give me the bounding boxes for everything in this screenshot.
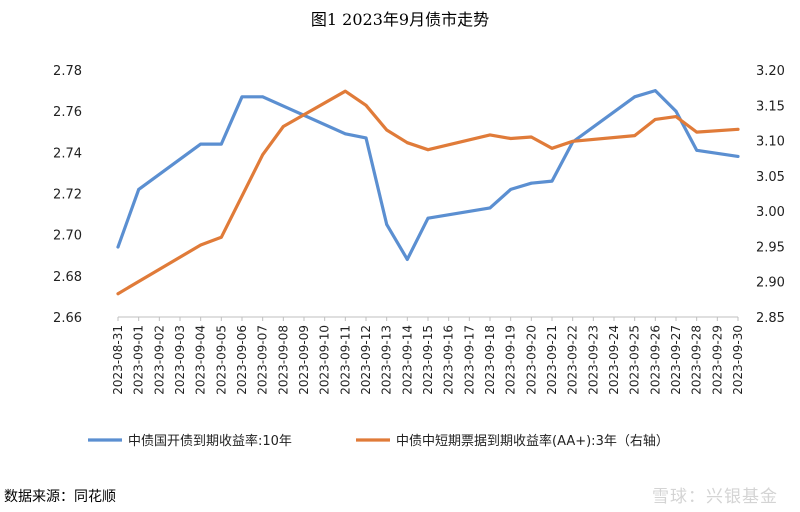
x-tick-label: 2023-09-05 <box>214 325 228 395</box>
series-1-point <box>653 89 657 92</box>
x-tick-label: 2023-09-19 <box>504 325 518 395</box>
series-2-point <box>571 139 575 143</box>
series-1-point <box>343 132 347 136</box>
y-right-tick-label: 3.05 <box>756 170 785 185</box>
x-tick-label: 2023-09-28 <box>690 325 704 395</box>
x-tick-label: 2023-09-27 <box>669 325 683 395</box>
series-1-point <box>736 155 740 158</box>
series-1-point <box>199 142 203 146</box>
series-2-point <box>653 118 657 121</box>
series-2-point <box>116 292 120 296</box>
series-1-point <box>116 245 120 249</box>
x-tick-label: 2023-09-29 <box>710 325 724 395</box>
y-left-tick-label: 2.68 <box>53 270 82 285</box>
series-2-point <box>736 127 740 131</box>
x-tick-label: 2023-09-17 <box>462 325 476 395</box>
series-line-2 <box>116 89 740 296</box>
series-2-point <box>261 153 265 157</box>
series-2-point <box>550 146 554 150</box>
y-left-tick-label: 2.72 <box>53 188 82 203</box>
series-1-point <box>695 148 699 152</box>
legend-label-1: 中债国开债到期收益率:10年 <box>128 433 292 449</box>
series-1-point <box>529 181 533 185</box>
x-tick-label: 2023-09-02 <box>152 325 166 395</box>
series-2-point <box>509 137 513 140</box>
y-left-tick-label: 2.76 <box>53 105 82 120</box>
series-2-point <box>426 148 430 152</box>
series-1-point <box>550 179 554 183</box>
series-2-point <box>385 128 389 132</box>
x-tick-label: 2023-09-24 <box>607 325 621 395</box>
series-2-point <box>219 235 223 239</box>
series-1-point <box>219 142 223 146</box>
series-lines <box>116 89 740 296</box>
x-tick-label: 2023-09-18 <box>483 325 497 395</box>
series-2-point <box>674 115 678 118</box>
x-tick-label: 2023-09-25 <box>628 325 642 395</box>
legend: 中债国开债到期收益率:10年 中债中短期票据到期收益率(AA+):3年（右轴） <box>88 433 669 449</box>
series-1-point <box>488 206 492 210</box>
x-tick-label: 2023-09-23 <box>586 325 600 395</box>
series-line-1 <box>116 89 740 261</box>
series-2-point <box>405 141 409 145</box>
x-tick-label: 2023-09-07 <box>256 325 270 395</box>
x-tick-label: 2023-09-11 <box>338 325 352 395</box>
x-tick-label: 2023-08-31 <box>111 325 125 395</box>
y-right-tick-label: 3.15 <box>756 99 785 114</box>
y-right-tick-label: 3.20 <box>756 64 785 79</box>
y-right-tick-label: 2.85 <box>756 311 785 326</box>
series-2-point <box>488 133 492 137</box>
x-tick-label: 2023-09-08 <box>276 325 290 395</box>
y-right-tick-label: 2.90 <box>756 276 785 291</box>
x-tick-label: 2023-09-15 <box>421 325 435 395</box>
series-1-point <box>509 188 513 191</box>
x-tick-label: 2023-09-09 <box>297 325 311 395</box>
watermark: 雪球：兴银基金 <box>652 487 778 507</box>
series-2-point <box>281 125 285 128</box>
series-1-point <box>426 216 430 220</box>
y-left-tick-label: 2.70 <box>53 229 82 244</box>
series-2-point <box>199 243 203 247</box>
x-tick-label: 2023-09-16 <box>442 325 456 395</box>
x-tick-label: 2023-09-06 <box>235 325 249 395</box>
series-1-point <box>385 223 389 226</box>
series-1-point <box>261 95 265 99</box>
y-left-tick-label: 2.66 <box>53 311 82 326</box>
series-2-point <box>364 103 368 107</box>
x-tick-label: 2023-09-01 <box>132 325 146 395</box>
x-tick-label: 2023-09-30 <box>731 325 745 395</box>
x-tick-label: 2023-09-10 <box>318 325 332 395</box>
series-1-point <box>137 188 141 191</box>
axes: 2.66 2.68 2.70 2.72 2.74 2.76 2.78 2.85 2.90 2.95… <box>53 64 785 395</box>
x-tick-label: 2023-09-03 <box>173 325 187 395</box>
y-left-tick-label: 2.74 <box>53 146 82 161</box>
x-tick-label: 2023-09-22 <box>566 325 580 395</box>
x-tick-label: 2023-09-20 <box>524 325 538 395</box>
y-left-tick-label: 2.78 <box>53 64 82 79</box>
series-2-point <box>343 89 347 93</box>
x-tick-label: 2023-09-13 <box>380 325 394 395</box>
x-tick-label: 2023-09-14 <box>400 325 414 395</box>
series-1-point <box>240 95 244 99</box>
x-tick-label: 2023-09-12 <box>359 325 373 395</box>
source-note: 数据来源：同花顺 <box>4 489 116 505</box>
x-tick-label: 2023-09-21 <box>545 325 559 395</box>
series-2-point <box>633 134 637 138</box>
y-right-tick-label: 2.95 <box>756 240 785 255</box>
chart-title: 图1 2023年9月债市走势 <box>310 10 490 29</box>
series-2-point <box>695 130 699 134</box>
x-tick-label: 2023-09-04 <box>194 325 208 395</box>
series-2-point <box>529 135 533 139</box>
series-1-point <box>405 258 409 261</box>
series-1-point <box>633 95 637 99</box>
y-right-tick-label: 3.00 <box>756 205 785 220</box>
x-tick-label: 2023-09-26 <box>648 325 662 395</box>
series-1-point <box>364 136 368 140</box>
legend-label-2: 中债中短期票据到期收益率(AA+):3年（右轴） <box>396 433 669 449</box>
series-1-point <box>674 109 678 113</box>
y-right-tick-label: 3.10 <box>756 135 785 150</box>
